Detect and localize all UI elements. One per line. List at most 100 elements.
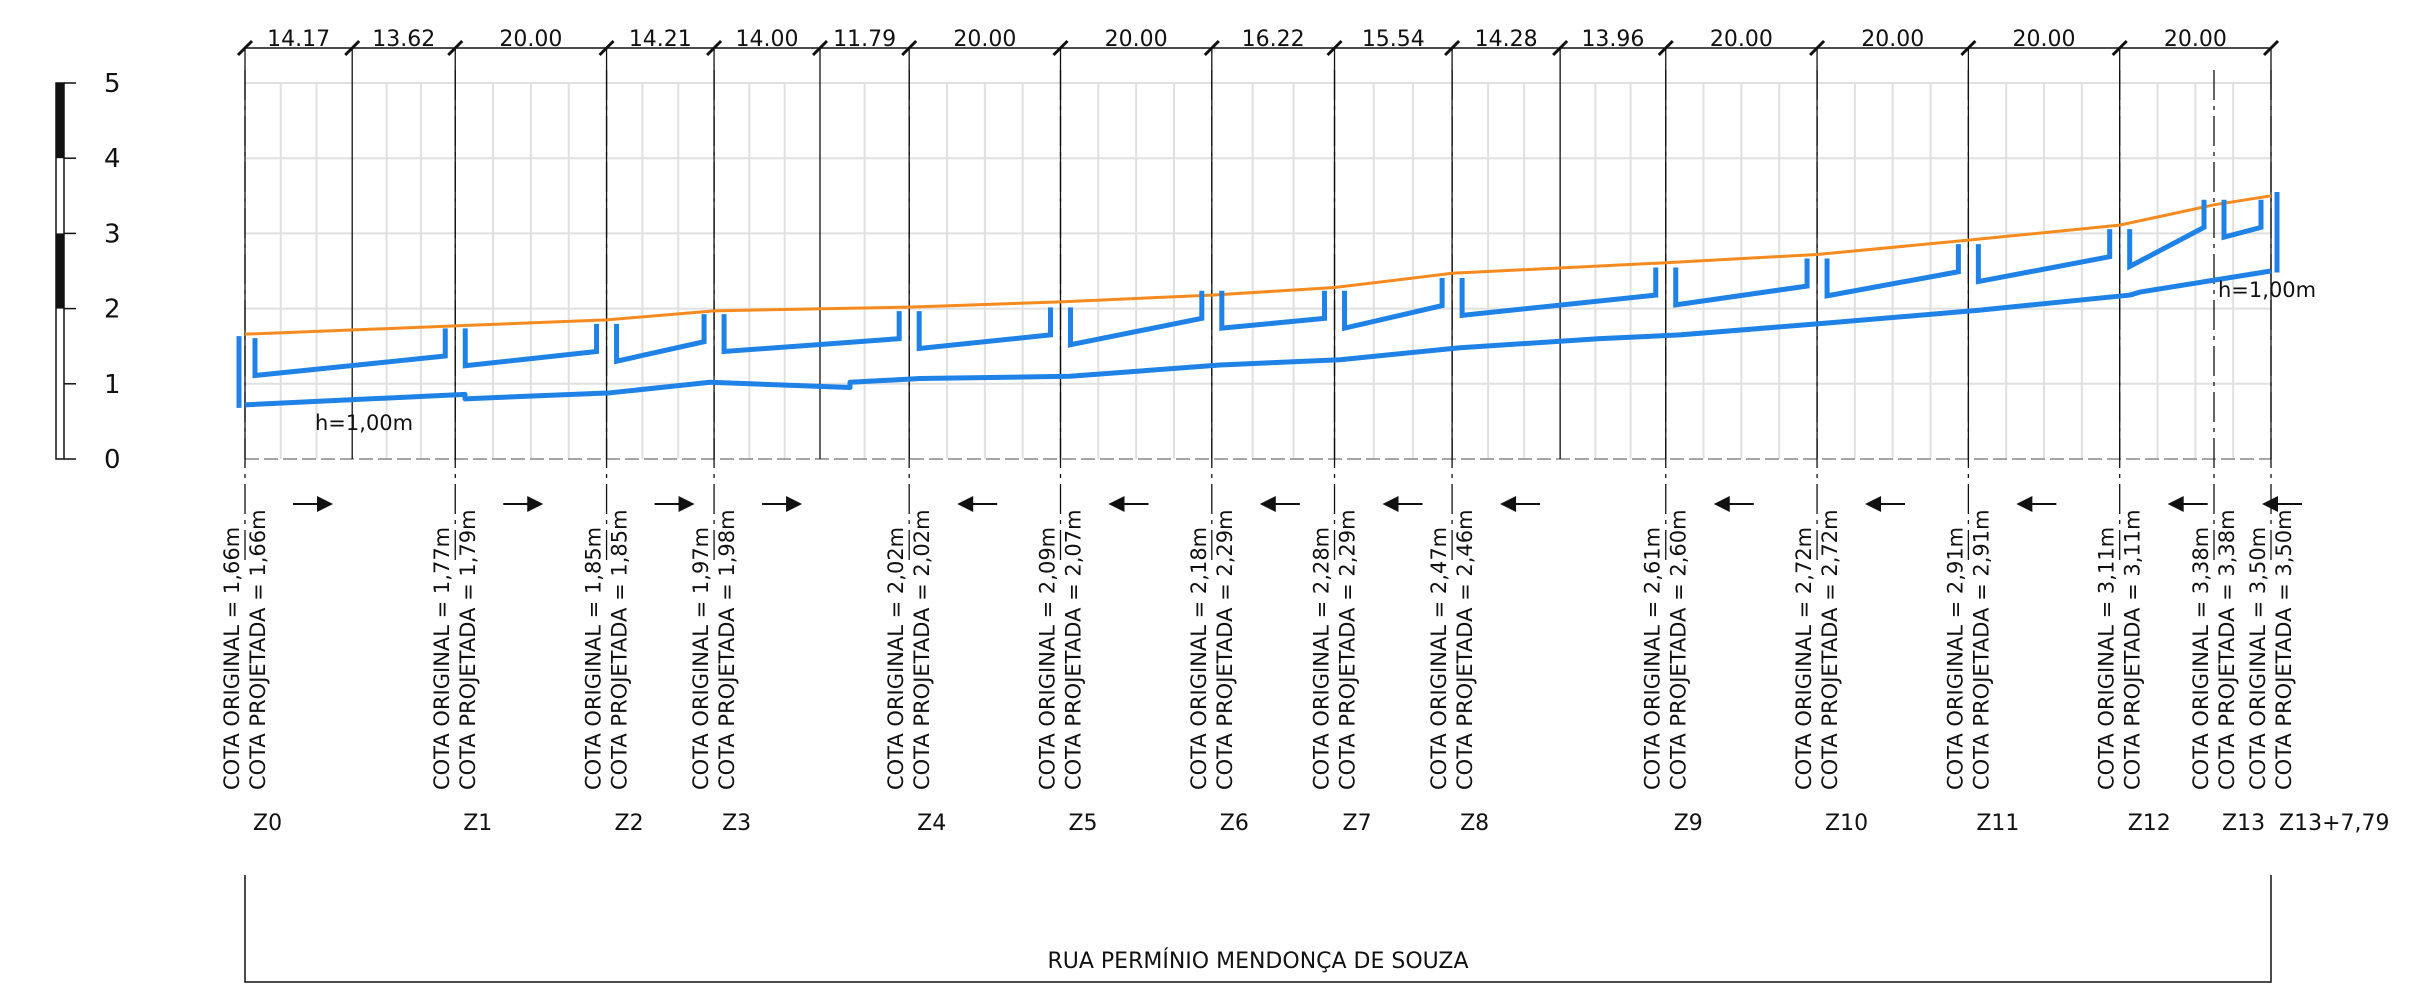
projected-pipe-segment — [1219, 290, 1328, 331]
projected-pipe-segment — [1975, 229, 2113, 285]
station-projected-label: COTA PROJETADA = 2,07m — [1061, 509, 1085, 790]
station-name: Z2 — [615, 811, 644, 836]
station-projected-label: COTA PROJETADA = 3,50m — [2272, 509, 2296, 790]
projected-pipe-segment — [462, 323, 600, 369]
segment-length-label: 16.22 — [1242, 27, 1305, 52]
station-original-label: COTA ORIGINAL = 2,72m — [1792, 527, 1816, 790]
station-projected-label: COTA PROJETADA = 2,60m — [1667, 509, 1691, 790]
station-projected-label: COTA PROJETADA = 1,66m — [246, 509, 270, 790]
station-original-label: COTA ORIGINAL = 2,28m — [1310, 527, 1334, 790]
segment-length-label: 15.54 — [1362, 27, 1425, 52]
station-original-label: COTA ORIGINAL = 3,38m — [2189, 527, 2213, 790]
projected-pipe-segment — [1824, 244, 1961, 299]
dimension-tick — [236, 39, 254, 57]
flow-arrow-icon — [1259, 496, 1276, 512]
flow-arrow-icon — [957, 496, 974, 512]
flow-arrow-icon — [2167, 496, 2184, 512]
station-name: Z6 — [1220, 811, 1249, 836]
station-name: Z8 — [1460, 811, 1489, 836]
dimension-tick — [706, 39, 723, 57]
dimension-tick — [344, 39, 361, 57]
segment-length-label: 20.00 — [953, 27, 1016, 52]
flow-arrow-icon — [527, 496, 544, 512]
station-projected-label: COTA PROJETADA = 2,29m — [1336, 509, 1360, 790]
dimension-tick — [447, 39, 464, 57]
projected-pipe-segment — [1068, 290, 1205, 348]
dimension-tick — [2111, 39, 2128, 57]
dimension-tick — [598, 39, 615, 57]
projected-pipe-segment — [721, 311, 902, 355]
profile-lines — [236, 192, 2280, 408]
flow-arrow-icon — [317, 496, 333, 512]
station-name: Z7 — [1343, 811, 1372, 836]
scale-bar-label: 1 — [104, 370, 121, 400]
station-name: Z13 — [2222, 811, 2265, 836]
dimension-tick — [1809, 39, 1826, 57]
segment-length-label: 14.21 — [629, 27, 692, 52]
projected-pipe-segment — [614, 314, 707, 365]
station-projected-label: COTA PROJETADA = 3,11m — [2121, 509, 2145, 790]
station-name: Z4 — [917, 811, 946, 836]
scale-bar-label: 2 — [104, 295, 121, 325]
station-projected-label: COTA PROJETADA = 1,98m — [715, 509, 739, 790]
station-original-label: COTA ORIGINAL = 2,47m — [1427, 527, 1451, 790]
station-original-label: COTA ORIGINAL = 1,77m — [430, 527, 454, 790]
street-name: RUA PERMÍNIO MENDONÇA DE SOUZA — [1047, 948, 1468, 974]
station-projected-label: COTA PROJETADA = 3,38m — [2215, 509, 2239, 790]
street-bracket — [244, 875, 2272, 983]
station-original-label: COTA ORIGINAL = 2,91m — [1943, 527, 1967, 790]
station-projected-label: COTA PROJETADA = 2,29m — [1213, 509, 1237, 790]
flow-arrow-icon — [678, 496, 695, 512]
dimension-tick — [901, 39, 918, 57]
segment-length-label: 13.62 — [372, 27, 435, 52]
flow-arrow-icon — [1865, 496, 1882, 512]
start-depth-note: h=1,00m — [315, 411, 413, 435]
station-name: Z12 — [2128, 811, 2171, 836]
projected-pipe-segment — [2127, 199, 2207, 271]
station-projected-label: COTA PROJETADA = 2,72m — [1818, 509, 1842, 790]
flow-arrow-icon — [2016, 496, 2033, 512]
segment-length-label: 14.00 — [736, 27, 799, 52]
segment-length-label: 11.79 — [833, 27, 896, 52]
station-projected-label: COTA PROJETADA = 2,91m — [1969, 509, 1993, 790]
dimension-tick — [1960, 39, 1977, 57]
grid-layer — [244, 48, 2272, 560]
segment-length-label: 20.00 — [1105, 27, 1168, 52]
segment-dimension-line: 14.17 13.62 20.00 14.21 14.00 11.79 20.00 20.00… — [236, 27, 2280, 57]
segment-length-label: 14.28 — [1475, 27, 1538, 52]
flow-arrow-icon — [1713, 496, 1730, 512]
segment-length-label: 20.00 — [2164, 27, 2227, 52]
scale-bar-label: 3 — [104, 219, 121, 249]
dimension-tick — [2262, 39, 2280, 57]
projected-pipe-segment — [1673, 258, 1810, 308]
station-original-label: COTA ORIGINAL = 2,18m — [1187, 527, 1211, 790]
scale-bar-label: 5 — [104, 69, 121, 99]
dimension-tick — [1203, 39, 1220, 57]
station-projected-label: COTA PROJETADA = 2,46m — [1453, 509, 1477, 790]
segment-length-label: 14.17 — [267, 27, 330, 52]
station-original-label: COTA ORIGINAL = 1,66m — [220, 527, 244, 790]
station-projected-label: COTA PROJETADA = 1,79m — [456, 509, 480, 790]
flow-arrow-icon — [786, 496, 803, 512]
station-original-label: COTA ORIGINAL = 2,61m — [1641, 527, 1665, 790]
dimension-tick — [1657, 39, 1674, 57]
station-name: Z9 — [1674, 811, 1703, 836]
station-original-label: COTA ORIGINAL = 2,02m — [884, 527, 908, 790]
station-name: Z13+7,79 — [2279, 811, 2389, 836]
scale-bar-label: 4 — [104, 144, 121, 174]
flow-arrow-icon — [1108, 496, 1125, 512]
projected-pipe-segment — [2221, 199, 2264, 241]
pipe-invert-line — [244, 268, 2272, 408]
vertical-scale-bar: 0 1 2 3 4 5 — [55, 69, 121, 475]
station-original-label: COTA ORIGINAL = 3,50m — [2246, 527, 2270, 790]
flow-arrow-icon — [1382, 496, 1399, 512]
dimension-tick — [811, 39, 829, 57]
station-name: Z5 — [1068, 811, 1097, 836]
segment-length-label: 20.00 — [1710, 27, 1773, 52]
dimension-tick — [1052, 39, 1069, 57]
station-original-label: COTA ORIGINAL = 1,97m — [689, 527, 713, 790]
station-name: Z1 — [463, 811, 492, 836]
end-depth-note: h=1,00m — [2218, 278, 2316, 302]
scale-bar-block — [56, 83, 64, 159]
